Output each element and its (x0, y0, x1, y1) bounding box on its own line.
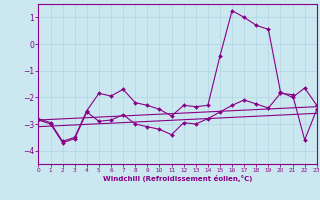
X-axis label: Windchill (Refroidissement éolien,°C): Windchill (Refroidissement éolien,°C) (103, 175, 252, 182)
